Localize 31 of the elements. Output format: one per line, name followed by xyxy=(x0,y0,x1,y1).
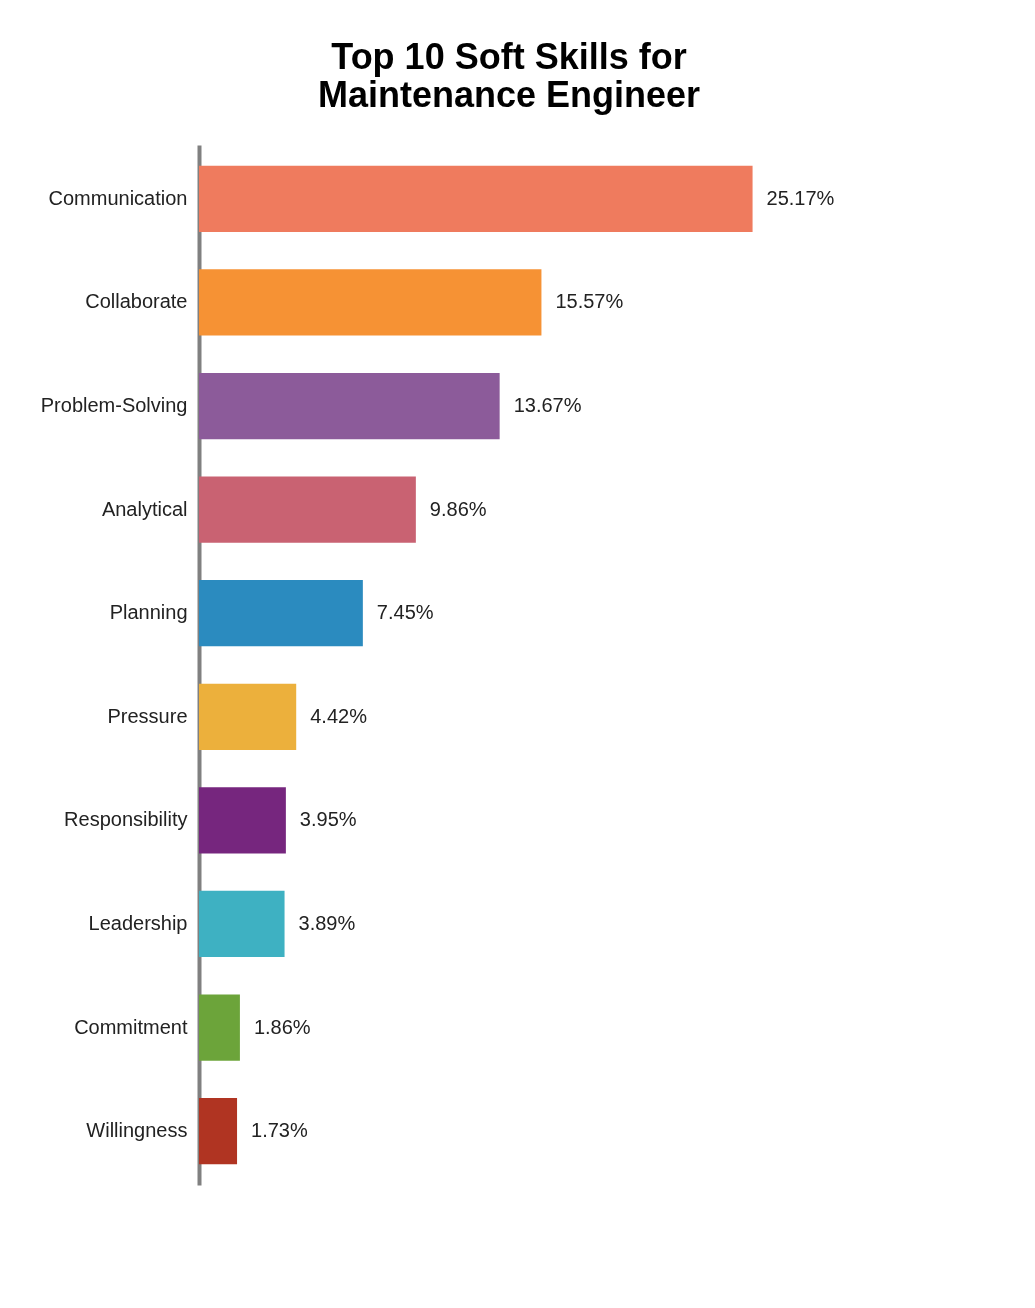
bar xyxy=(199,372,500,440)
data-label: 15.57% xyxy=(555,290,624,313)
data-label: 1.86% xyxy=(253,1015,311,1038)
bar xyxy=(199,476,416,543)
bar xyxy=(199,683,297,750)
y-tick-label: Collaborate xyxy=(85,290,188,313)
bar xyxy=(199,1097,238,1165)
y-tick-label: Planning xyxy=(109,601,188,624)
y-tick-label: Communication xyxy=(48,186,188,209)
data-label: 9.86% xyxy=(429,497,487,520)
bar xyxy=(199,580,363,647)
data-label: 7.45% xyxy=(376,601,434,624)
data-label: 25.17% xyxy=(766,186,835,209)
data-label: 4.42% xyxy=(310,704,368,727)
y-tick-label: Leadership xyxy=(88,911,188,934)
chart-title: Top 10 Soft Skills for Maintenance Engineer xyxy=(317,36,701,115)
y-tick-label: Analytical xyxy=(101,497,188,520)
data-label: 3.89% xyxy=(298,911,356,934)
bar xyxy=(199,269,542,336)
bar xyxy=(199,165,753,233)
y-tick-label: Commitment xyxy=(74,1015,188,1038)
y-tick-label: Pressure xyxy=(107,704,188,727)
data-label: 3.95% xyxy=(299,808,357,831)
y-tick-label: Willingness xyxy=(86,1119,188,1142)
data-label: 13.67% xyxy=(513,394,582,417)
bar xyxy=(199,787,286,854)
data-label: 1.73% xyxy=(251,1119,308,1142)
y-tick-label: Responsibility xyxy=(64,808,188,831)
bar xyxy=(199,890,285,958)
bar xyxy=(199,994,240,1061)
y-tick-label: Problem-Solving xyxy=(40,394,188,417)
